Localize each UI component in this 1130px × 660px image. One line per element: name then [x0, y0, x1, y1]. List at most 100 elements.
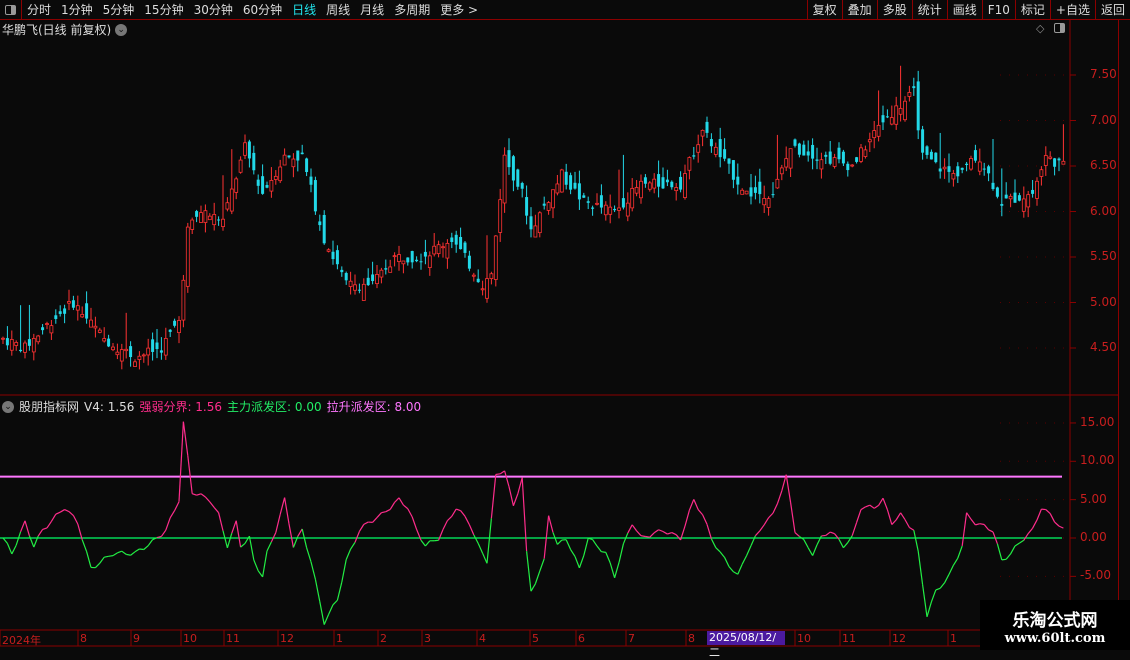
v4-segment [241, 543, 245, 547]
candle-body [983, 169, 986, 170]
candle-body [305, 158, 308, 172]
v4-segment [337, 582, 341, 600]
candle-body [402, 261, 405, 264]
v4-segment [144, 546, 148, 550]
watermark: 乐淘公式网 www.60lt.com [980, 600, 1130, 650]
candle-body [1058, 159, 1061, 161]
candle-body [684, 174, 687, 198]
v4-segment [131, 552, 135, 555]
candle-body [1036, 181, 1039, 198]
candle-body [486, 279, 489, 299]
month-label: 2024年 [2, 632, 41, 648]
v4-segment [729, 567, 733, 572]
candle-body [798, 144, 801, 155]
price-tick-label: 4.50 [1090, 340, 1117, 354]
candle-body [877, 125, 880, 136]
candle-body [200, 213, 203, 223]
candle-body [362, 284, 365, 300]
v4-segment [355, 531, 359, 542]
v4-segment [606, 552, 610, 562]
v4-segment [1059, 526, 1063, 528]
candle-body [446, 243, 449, 258]
v4-segment [3, 538, 7, 543]
v4-segment [610, 563, 614, 578]
v4-segment [509, 487, 513, 506]
candle-body [772, 194, 775, 195]
v4-segment [804, 540, 808, 548]
candle-body [552, 190, 555, 208]
v4-segment [179, 422, 183, 502]
v4-segment [949, 565, 953, 574]
v4-segment [659, 530, 663, 532]
candle-body [98, 330, 101, 332]
v4-segment [641, 536, 645, 537]
candle-body [965, 164, 968, 165]
candle-body [816, 159, 819, 160]
candle-body [780, 168, 783, 174]
v4-segment [597, 546, 601, 552]
v4-segment [447, 516, 451, 520]
candle-body [596, 203, 599, 204]
candle-body [1014, 193, 1017, 203]
v4-segment [751, 536, 755, 546]
v4-segment [967, 513, 971, 519]
v4-segment [175, 502, 179, 511]
candle-body [582, 195, 585, 197]
v4-segment [1050, 514, 1054, 523]
v4-segment [113, 553, 117, 556]
candle-body [860, 148, 863, 162]
candle-body [310, 177, 313, 185]
v4-segment [1033, 520, 1037, 528]
v4-segment [857, 510, 861, 523]
v4-segment [909, 528, 913, 531]
candle-body [437, 245, 440, 254]
v4-segment [874, 505, 878, 508]
price-tick-label: 7.00 [1090, 113, 1117, 127]
v4-segment [183, 422, 187, 456]
candle-body [635, 187, 638, 193]
v4-segment [139, 549, 143, 550]
candle-body [631, 188, 634, 207]
candle-body [226, 203, 229, 209]
candle-body [164, 338, 167, 355]
candle-body [433, 246, 436, 254]
v4-segment [333, 600, 337, 605]
month-label: 1 [336, 632, 343, 645]
month-label: 5 [532, 632, 539, 645]
candle-body [697, 145, 700, 153]
candle-body [657, 174, 660, 187]
candle-body [41, 327, 44, 330]
candle-body [1005, 195, 1008, 199]
v4-segment [931, 590, 935, 602]
candle-body [530, 216, 533, 229]
v4-segment [1028, 528, 1032, 533]
v4-segment [601, 552, 605, 553]
candle-body [688, 158, 691, 171]
candle-body [560, 170, 563, 192]
v4-segment [82, 540, 86, 552]
candle-body [763, 198, 766, 204]
candle-body [230, 189, 233, 211]
candle-body [534, 226, 537, 237]
v4-segment [232, 521, 236, 533]
v4-segment [531, 584, 535, 591]
month-label: 7 [628, 632, 635, 645]
v4-segment [491, 474, 495, 518]
candle-body [472, 275, 475, 276]
candle-body [314, 180, 317, 211]
candle-body [895, 106, 898, 124]
candle-body [142, 355, 145, 356]
price-tick-label: 5.00 [1090, 295, 1117, 309]
v4-segment [711, 539, 715, 548]
v4-segment [109, 556, 113, 557]
v4-segment [566, 540, 570, 550]
candle-body [728, 159, 731, 164]
v4-segment [474, 535, 478, 544]
watermark-line1: 乐淘公式网 [980, 606, 1130, 631]
candle-body [134, 362, 137, 367]
candle-body [72, 300, 75, 307]
v4-segment [412, 517, 416, 530]
v4-segment [1037, 509, 1041, 520]
candle-body [692, 155, 695, 156]
